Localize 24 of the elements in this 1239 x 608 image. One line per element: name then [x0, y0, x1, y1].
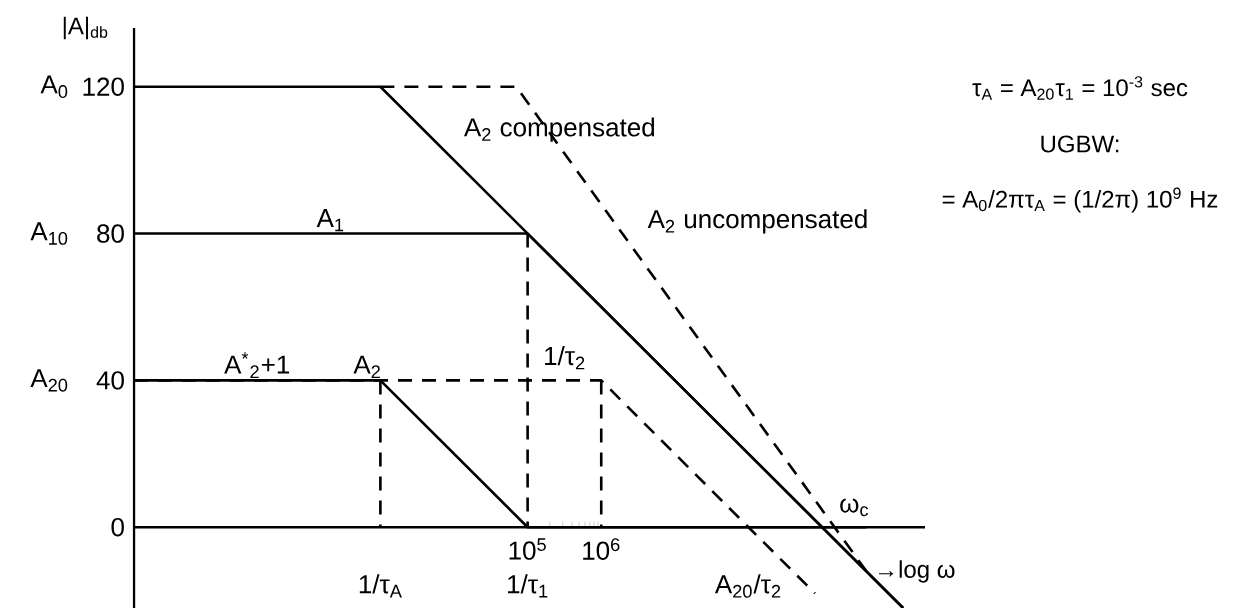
y-tick-label: 80	[97, 224, 124, 243]
annotation: A$_{10}$	[30, 222, 68, 245]
annotation: A$_{2}$ uncompensated	[647, 209, 867, 234]
text: = A$_{0}$/2πτ$_{A}$ = (1/2π) 10$^{9}$ Hz	[942, 187, 1218, 213]
annotation: ω$_{c}$	[840, 498, 869, 517]
y-tick-label: 0	[111, 518, 124, 537]
y-axis-title: |A|$_{db}$	[63, 16, 108, 40]
series-label: A$^{*}$$_{2}$+1	[224, 352, 290, 378]
annotation: A$_{20}$/τ$_{2}$	[714, 574, 781, 598]
x-axis-title: →log ω	[878, 560, 955, 583]
text: UGBW:	[1041, 135, 1119, 153]
annotation: A$_{20}$	[30, 369, 68, 392]
annotation: 1/τ$_{2}$	[545, 346, 585, 370]
x-tick-label: 10$^{5}$	[509, 538, 546, 560]
y-tick-label: 120	[83, 77, 124, 96]
series-label: A$_{2}$	[353, 355, 380, 378]
annotation: A$_{2}$ compensated	[464, 117, 655, 142]
series-label: A$_{1}$	[316, 209, 344, 232]
annotation: 1/τ$_{1}$	[508, 574, 548, 598]
annotation: A$_{0}$	[40, 75, 68, 98]
y-tick-label: 40	[96, 371, 124, 390]
x-tick-label: 10$^{6}$	[583, 538, 620, 560]
text: τ$_{A}$ = A$_{20}$τ$_{1}$ = 10$^{-3}$ sec	[972, 76, 1188, 100]
annotation: 1/τ$_{A}$	[359, 574, 402, 598]
